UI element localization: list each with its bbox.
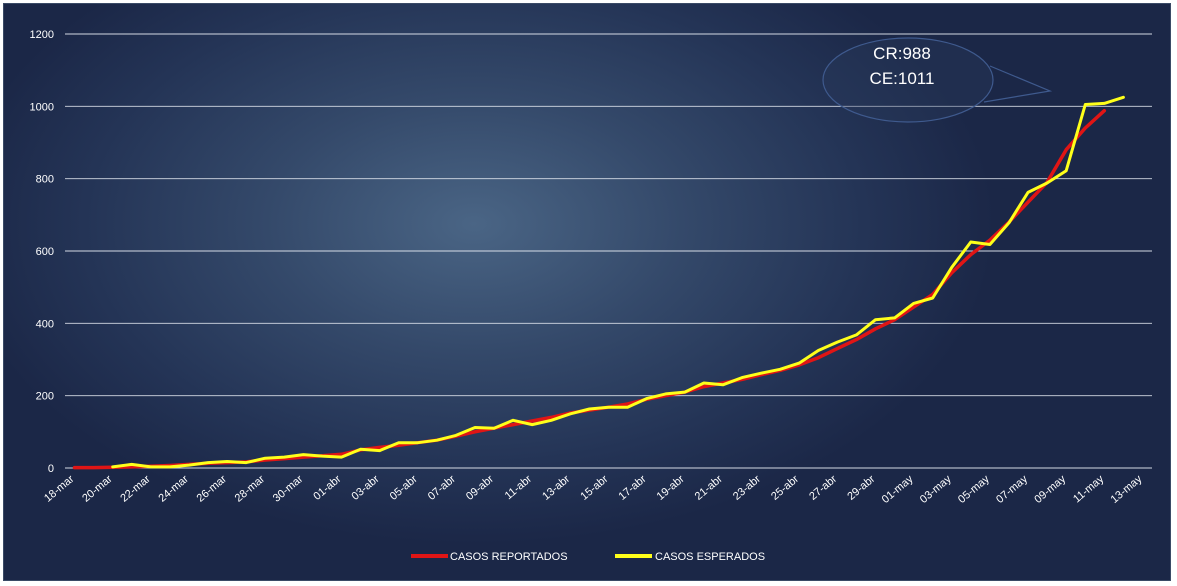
x-tick-label: 05-may — [956, 473, 992, 506]
x-tick-label: 19-abr — [655, 473, 687, 503]
series-lines — [72, 95, 1125, 470]
x-tick-label: 03-abr — [350, 473, 382, 503]
y-tick-label: 200 — [36, 391, 54, 403]
legend: CASOS REPORTADOS CASOS ESPERADOS — [411, 551, 765, 563]
x-tick-label: 30-mar — [271, 473, 306, 505]
x-tick-label: 09-may — [1032, 473, 1068, 506]
x-tick-label: 20-mar — [80, 473, 115, 505]
line-chart: 0 200 400 600 800 1000 1200 18-mar 20-mar 22-mar… — [30, 29, 1152, 563]
x-tick-label: 21-abr — [693, 473, 725, 503]
callout-line-1: CR:988 — [873, 44, 931, 63]
y-tick-label: 400 — [36, 318, 54, 330]
x-tick-label: 05-abr — [388, 473, 420, 503]
y-tick-label: 0 — [48, 463, 54, 475]
x-tick-label: 07-may — [994, 473, 1030, 506]
y-tick-label: 1000 — [30, 101, 54, 113]
series-line-reportados — [72, 108, 1107, 470]
y-tick-label: 1200 — [30, 29, 54, 41]
callout-bubble — [822, 37, 994, 123]
x-tick-label: 11-may — [1071, 473, 1107, 506]
x-axis-labels: 18-mar 20-mar 22-mar 24-mar 26-mar 28-mar 30-m… — [42, 473, 1145, 506]
x-tick-label: 28-mar — [233, 473, 268, 505]
gridlines — [65, 33, 1152, 469]
callout-pointer — [983, 65, 1053, 103]
y-tick-label: 600 — [36, 246, 54, 258]
x-tick-label: 23-abr — [731, 473, 763, 503]
y-tick-label: 800 — [36, 174, 54, 186]
x-tick-label: 17-abr — [616, 473, 648, 503]
x-tick-label: 26-mar — [195, 473, 230, 505]
x-tick-label: 13-may — [1109, 473, 1145, 506]
series-line-esperados — [111, 95, 1125, 469]
callout-line-2: CE:1011 — [870, 69, 935, 88]
legend-label-reportados: CASOS REPORTADOS — [450, 551, 568, 563]
x-tick-label: 01-abr — [311, 473, 343, 503]
callout-annotation: CR:988 CE:1011 — [822, 37, 1053, 123]
x-tick-label: 29-abr — [845, 473, 877, 503]
x-tick-label: 24-mar — [156, 473, 191, 505]
x-tick-label: 27-abr — [807, 473, 839, 503]
legend-label-esperados: CASOS ESPERADOS — [655, 551, 765, 563]
x-tick-label: 09-abr — [464, 473, 496, 503]
x-tick-label: 03-may — [918, 473, 954, 506]
y-axis-labels: 0 200 400 600 800 1000 1200 — [30, 29, 54, 475]
x-tick-label: 07-abr — [426, 473, 458, 503]
x-tick-label: 22-mar — [118, 473, 153, 505]
x-tick-label: 11-abr — [503, 473, 535, 502]
x-tick-label: 01-may — [880, 473, 916, 506]
x-tick-label: 18-mar — [42, 473, 77, 505]
x-tick-label: 25-abr — [769, 473, 801, 503]
x-tick-label: 13-abr — [540, 473, 572, 503]
x-tick-label: 15-abr — [578, 473, 610, 503]
chart-frame: 0 200 400 600 800 1000 1200 18-mar 20-mar 22-mar… — [3, 3, 1171, 581]
